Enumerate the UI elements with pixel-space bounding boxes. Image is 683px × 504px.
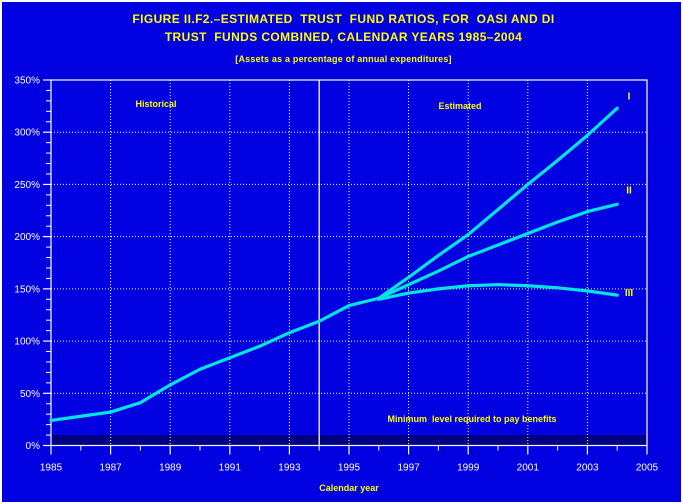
y-tick-label: 350%: [14, 76, 40, 87]
y-tick-label: 150%: [14, 284, 40, 295]
x-tick-label: 2001: [517, 463, 540, 474]
x-tick-label: 1987: [99, 463, 122, 474]
x-tick-label: 2003: [576, 463, 599, 474]
series-label-iii: III: [625, 288, 634, 299]
y-tick-label: 200%: [14, 232, 40, 243]
series-label-ii: II: [626, 186, 632, 197]
x-tick-label: 2005: [636, 463, 659, 474]
y-tick-label: 0%: [26, 441, 41, 452]
x-tick-label: 1985: [40, 463, 63, 474]
x-tick-label: 1993: [278, 463, 301, 474]
minimum-level-label: Minimum level required to pay benefits: [387, 414, 557, 424]
y-tick-label: 50%: [20, 389, 40, 400]
historical-region-label: Historical: [135, 99, 177, 109]
chart-title-line1: FIGURE II.F2.–ESTIMATED TRUST FUND RATIO…: [132, 12, 555, 26]
estimated-region-label: Estimated: [438, 101, 482, 111]
x-tick-label: 1991: [219, 463, 242, 474]
x-axis-title: Calendar year: [319, 483, 379, 493]
curve-alternative-i: [377, 106, 619, 300]
y-tick-label: 100%: [14, 337, 40, 348]
series-label-i: I: [628, 92, 631, 103]
curve-historical-common: [49, 296, 381, 423]
x-tick-label: 1997: [397, 463, 420, 474]
chart-subtitle: [Assets as a percentage of annual expend…: [235, 54, 452, 64]
curve-alternative-ii: [377, 202, 619, 300]
curve-alternative-iii: [377, 283, 619, 301]
y-tick-label: 250%: [14, 180, 40, 191]
x-tick-label: 1995: [338, 463, 361, 474]
x-tick-label: 1999: [457, 463, 480, 474]
x-tick-label: 1989: [159, 463, 182, 474]
chart-title-line2: TRUST FUNDS COMBINED, CALENDAR YEARS 198…: [164, 30, 523, 44]
y-tick-label: 300%: [14, 128, 40, 139]
minimum-level-band: [51, 435, 647, 445]
